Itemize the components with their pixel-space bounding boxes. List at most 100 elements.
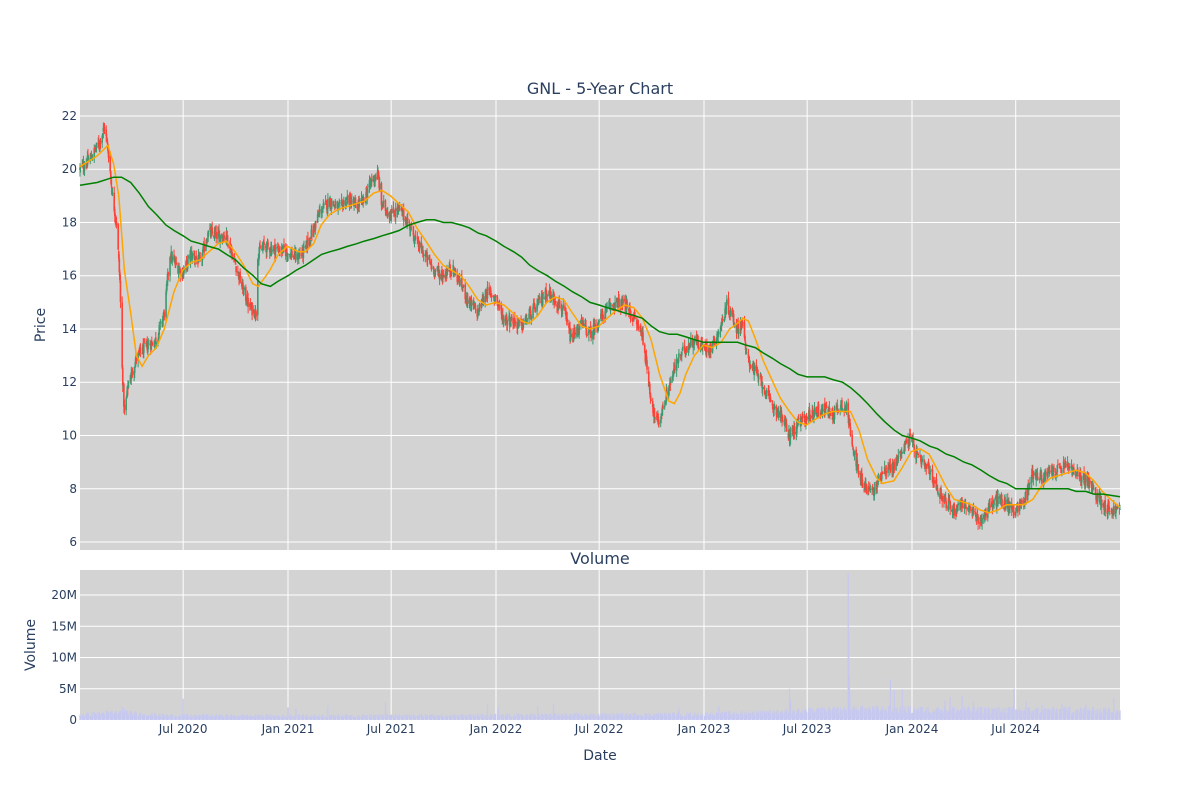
candle xyxy=(1046,468,1049,480)
candle-body xyxy=(1092,487,1095,490)
candle xyxy=(319,203,321,218)
candle xyxy=(694,335,696,343)
candle xyxy=(217,226,219,245)
candle-body xyxy=(1085,474,1087,483)
candle xyxy=(951,505,953,512)
candle-body xyxy=(785,423,788,432)
volume-bar xyxy=(578,715,580,720)
candle xyxy=(836,399,839,415)
candle xyxy=(654,416,656,423)
candle-body xyxy=(684,349,687,353)
candle-body xyxy=(825,405,828,409)
candle xyxy=(162,312,164,327)
candle-body xyxy=(720,322,723,326)
candle xyxy=(139,343,142,358)
candle xyxy=(510,314,513,322)
candle xyxy=(675,354,678,377)
volume-bar xyxy=(562,715,564,720)
candle xyxy=(545,282,547,305)
volume-bar xyxy=(154,712,156,720)
candle-body xyxy=(327,199,329,209)
candle-body xyxy=(554,300,557,304)
candle-body xyxy=(1001,498,1003,508)
candle xyxy=(633,308,636,319)
candle-body xyxy=(153,345,155,347)
candle xyxy=(526,318,529,323)
candle-body xyxy=(813,408,816,414)
candle-body xyxy=(693,340,696,345)
candle-body xyxy=(927,463,929,467)
candle-body xyxy=(857,465,859,470)
candle-body xyxy=(899,451,901,454)
candle-body xyxy=(895,458,897,471)
candle-body xyxy=(1029,482,1031,485)
volume-bar xyxy=(766,710,768,720)
volume-bar xyxy=(207,715,209,720)
candle xyxy=(286,244,288,254)
candle-body xyxy=(944,497,947,500)
candle-body xyxy=(103,126,105,128)
candle-body xyxy=(267,242,269,247)
candle-body xyxy=(1000,498,1003,499)
candle xyxy=(324,195,327,206)
candle xyxy=(690,332,692,348)
candle-body xyxy=(683,345,686,353)
candle xyxy=(496,295,498,307)
candle xyxy=(438,269,441,286)
candle xyxy=(937,491,940,497)
candle-body xyxy=(606,306,608,308)
volume-bar xyxy=(303,717,305,720)
candle-body xyxy=(271,249,273,252)
volume-bar xyxy=(147,714,149,720)
candle-body xyxy=(678,353,680,358)
candle-body xyxy=(388,212,391,218)
candle-body xyxy=(941,495,944,502)
volume-bar xyxy=(497,707,499,720)
candle-body xyxy=(457,277,459,283)
candle-body xyxy=(118,258,121,272)
volume-bar xyxy=(239,716,241,720)
candle xyxy=(173,249,175,263)
candle-body xyxy=(916,452,919,455)
candle-body xyxy=(321,208,324,213)
candle-body xyxy=(1063,463,1065,468)
candle xyxy=(1053,464,1055,479)
candle-body xyxy=(537,299,539,302)
candle-body xyxy=(633,313,635,320)
candle-body xyxy=(182,274,184,278)
candle xyxy=(151,341,154,347)
candle-body xyxy=(1075,473,1077,475)
candle-body xyxy=(525,315,528,323)
candle-body xyxy=(650,399,652,402)
candle-body xyxy=(1069,466,1071,468)
candle xyxy=(903,440,906,455)
candle-body xyxy=(205,242,208,245)
candle-body xyxy=(828,407,831,414)
volume-bar xyxy=(865,709,868,720)
candle xyxy=(807,416,810,424)
candle xyxy=(1057,459,1059,468)
candle xyxy=(279,245,281,257)
candle-body xyxy=(592,331,594,340)
candle-body xyxy=(621,301,624,306)
volume-bar xyxy=(618,713,620,720)
candle-body xyxy=(867,488,869,495)
candle xyxy=(261,241,264,252)
candle-body xyxy=(1026,485,1029,501)
candle-body xyxy=(1042,477,1045,483)
candle-body xyxy=(221,233,223,239)
candle xyxy=(708,345,710,359)
candle-body xyxy=(972,507,975,510)
candle-body xyxy=(670,379,672,384)
candle xyxy=(871,485,873,495)
candle-body xyxy=(326,207,329,212)
candle xyxy=(1006,493,1009,512)
volume-bar xyxy=(299,716,301,720)
candle-body xyxy=(789,432,792,438)
candle-body xyxy=(117,224,119,250)
candle xyxy=(470,295,473,312)
candle xyxy=(843,401,846,413)
candle-body xyxy=(532,304,535,308)
candle-body xyxy=(743,322,746,338)
candle-body xyxy=(536,301,539,306)
